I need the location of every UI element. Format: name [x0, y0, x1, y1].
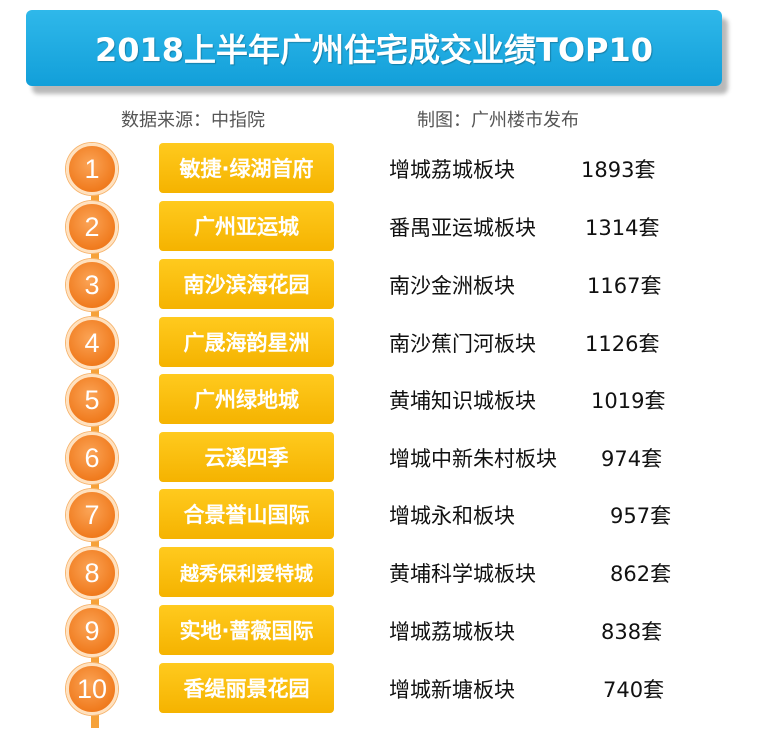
project-name: 敏捷·绿湖首府	[159, 143, 334, 193]
rank-badge: 3	[66, 259, 118, 311]
project-name: 实地·蔷薇国际	[159, 605, 334, 655]
list-item: 6 云溪四季 增城中新朱村板块 974套	[0, 429, 763, 485]
project-name: 香缇丽景花园	[159, 663, 334, 713]
rank-badge: 9	[66, 605, 118, 657]
units-sold: 1893套	[581, 158, 656, 182]
project-name: 越秀保利爱特城	[159, 547, 334, 597]
project-name: 广州绿地城	[159, 374, 334, 424]
units-sold: 862套	[610, 562, 672, 586]
rank-badge: 2	[66, 201, 118, 253]
units-sold: 1314套	[585, 216, 660, 240]
list-item: 4 广晟海韵星洲 南沙蕉门河板块 1126套	[0, 314, 763, 370]
district-label: 黄埔知识城板块	[389, 389, 536, 413]
list-item: 5 广州绿地城 黄埔知识城板块 1019套	[0, 371, 763, 427]
district-label: 增城荔城板块	[389, 158, 515, 182]
rank-badge: 1	[66, 143, 118, 195]
rank-badge: 7	[66, 489, 118, 541]
page-title: 2018上半年广州住宅成交业绩TOP10	[94, 31, 654, 69]
list-item: 2 广州亚运城 番禺亚运城板块 1314套	[0, 198, 763, 254]
list-item: 1 敏捷·绿湖首府 增城荔城板块 1893套	[0, 140, 763, 196]
rank-badge: 4	[66, 317, 118, 369]
project-name: 广州亚运城	[159, 201, 334, 251]
units-sold: 1167套	[587, 274, 662, 298]
district-label: 番禺亚运城板块	[389, 216, 536, 240]
list-item: 9 实地·蔷薇国际 增城荔城板块 838套	[0, 602, 763, 658]
chart-credit-label: 制图：广州楼市发布	[417, 110, 579, 131]
list-item: 10 香缇丽景花园 增城新塘板块 740套	[0, 660, 763, 716]
project-name: 合景誉山国际	[159, 489, 334, 539]
list-item: 3 南沙滨海花园 南沙金洲板块 1167套	[0, 256, 763, 312]
district-label: 南沙蕉门河板块	[389, 332, 536, 356]
units-sold: 838套	[601, 620, 663, 644]
units-sold: 1126套	[585, 332, 660, 356]
units-sold: 1019套	[591, 389, 666, 413]
district-label: 黄埔科学城板块	[389, 562, 536, 586]
rank-badge: 6	[66, 432, 118, 484]
rank-badge: 8	[66, 547, 118, 599]
project-name: 南沙滨海花园	[159, 259, 334, 309]
units-sold: 957套	[610, 504, 672, 528]
project-name: 广晟海韵星洲	[159, 317, 334, 367]
rank-badge: 10	[66, 663, 118, 715]
list-item: 8 越秀保利爱特城 黄埔科学城板块 862套	[0, 544, 763, 600]
district-label: 增城永和板块	[389, 504, 515, 528]
rank-badge: 5	[66, 374, 118, 426]
units-sold: 740套	[603, 678, 665, 702]
units-sold: 974套	[601, 447, 663, 471]
title-banner: 2018上半年广州住宅成交业绩TOP10	[26, 10, 722, 86]
project-name: 云溪四季	[159, 432, 334, 482]
data-source-label: 数据来源：中指院	[121, 110, 265, 131]
district-label: 增城新塘板块	[389, 678, 515, 702]
district-label: 增城荔城板块	[389, 620, 515, 644]
district-label: 增城中新朱村板块	[389, 447, 557, 471]
list-item: 7 合景誉山国际 增城永和板块 957套	[0, 486, 763, 542]
district-label: 南沙金洲板块	[389, 274, 515, 298]
